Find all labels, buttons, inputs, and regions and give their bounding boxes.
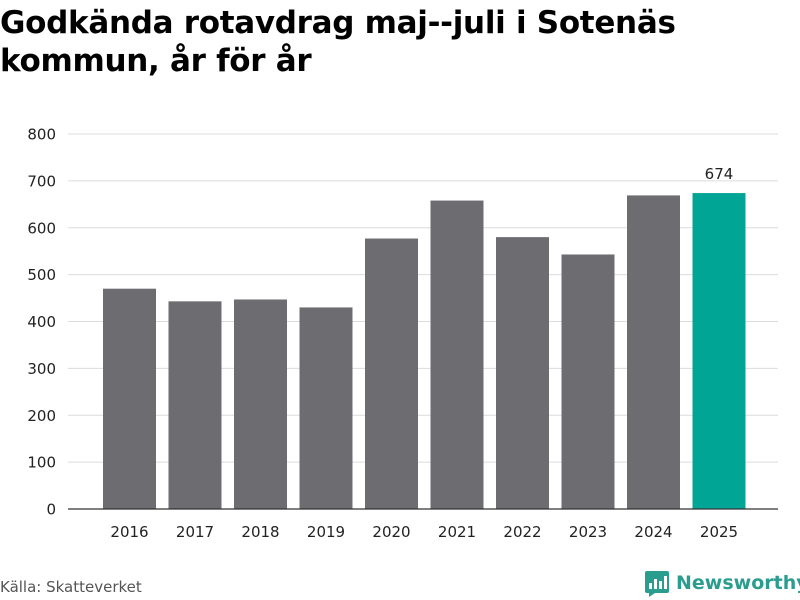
bar-chart: 0 100 200 300 400 500 600 700 800 2016 2017 2018 201… — [27, 126, 778, 542]
y-tick-label: 800 — [27, 126, 56, 144]
source-note: Källa: Skatteverket — [0, 578, 142, 596]
brand-logo: Newsworthy — [644, 569, 800, 597]
bar — [627, 195, 680, 509]
x-tick-label: 2017 — [176, 523, 214, 541]
x-tick-label: 2024 — [634, 523, 672, 541]
chart-title: Godkända rotavdrag maj--juli i Sotenäs k… — [0, 5, 676, 79]
x-tick-label: 2018 — [241, 523, 279, 541]
y-tick-label: 500 — [27, 266, 56, 284]
bar — [365, 238, 418, 509]
x-tick-label: 2023 — [569, 523, 607, 541]
bar — [299, 307, 353, 509]
y-tick-label: 100 — [27, 454, 56, 472]
brand-name: Newsworthy — [676, 572, 800, 594]
newsworthy-logo-icon — [645, 571, 669, 597]
data-label: 674 — [705, 165, 734, 183]
y-tick-label: 600 — [27, 219, 56, 237]
bar — [561, 254, 615, 509]
x-tick-label: 2021 — [438, 523, 476, 541]
x-tick-label: 2020 — [372, 523, 410, 541]
y-tick-label: 400 — [27, 313, 56, 331]
x-tick-label: 2019 — [307, 523, 345, 541]
x-tick-label: 2022 — [503, 523, 541, 541]
bar — [234, 299, 287, 509]
bar — [103, 288, 156, 509]
y-tick-label: 200 — [27, 407, 56, 425]
labels: 0 100 200 300 400 500 600 700 800 2016 2017 2018 201… — [27, 126, 738, 542]
y-tick-label: 700 — [27, 172, 56, 190]
y-tick-label: 0 — [46, 501, 56, 519]
bar — [168, 301, 222, 509]
y-tick-label: 300 — [27, 360, 56, 378]
bar — [692, 193, 746, 509]
bar — [496, 237, 549, 509]
x-tick-label: 2025 — [700, 523, 738, 541]
x-tick-label: 2016 — [110, 523, 148, 541]
bars — [103, 193, 746, 509]
bar — [430, 200, 484, 509]
